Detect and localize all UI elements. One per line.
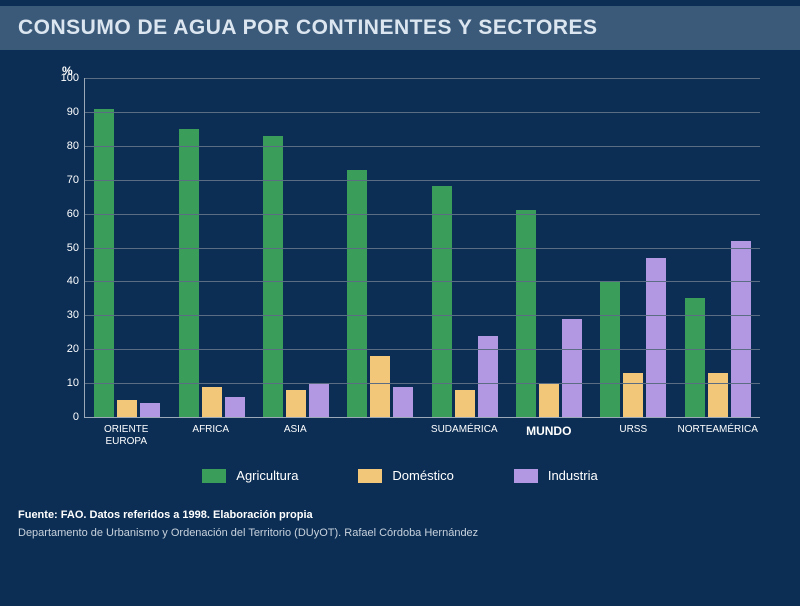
bar <box>286 390 306 417</box>
y-tick-label: 70 <box>67 174 85 186</box>
x-tick-label: AFRICA <box>169 418 254 448</box>
x-tick-label: NORTEAMÉRICA <box>676 418 761 448</box>
bar <box>225 397 245 417</box>
gridline <box>85 349 760 350</box>
bar <box>516 210 536 417</box>
legend: Agricultura Doméstico Industria <box>0 468 800 483</box>
bar <box>370 356 390 417</box>
bar <box>393 387 413 418</box>
chart-area: % 0102030405060708090100 ORIENTE EUROPAA… <box>30 68 770 448</box>
bar <box>263 136 283 417</box>
gridline <box>85 248 760 249</box>
bar <box>623 373 643 417</box>
gridline <box>85 146 760 147</box>
legend-item: Agricultura <box>202 468 298 483</box>
plot: 0102030405060708090100 <box>84 78 760 418</box>
footer-source: Fuente: FAO. Datos referidos a 1998. Ela… <box>18 507 782 525</box>
bar <box>731 241 751 417</box>
x-tick-label: ORIENTE EUROPA <box>84 418 169 448</box>
bar <box>94 109 114 417</box>
title-bar: CONSUMO DE AGUA POR CONTINENTES Y SECTOR… <box>0 6 800 50</box>
legend-label: Industria <box>548 468 598 483</box>
bar <box>539 383 559 417</box>
bar <box>202 387 222 418</box>
bar <box>562 319 582 417</box>
bar <box>708 373 728 417</box>
legend-swatch <box>202 469 226 483</box>
legend-label: Agricultura <box>236 468 298 483</box>
legend-item: Industria <box>514 468 598 483</box>
legend-item: Doméstico <box>358 468 453 483</box>
footer: Fuente: FAO. Datos referidos a 1998. Ela… <box>18 507 782 542</box>
gridline <box>85 315 760 316</box>
gridline <box>85 383 760 384</box>
y-tick-label: 90 <box>67 106 85 118</box>
y-tick-label: 50 <box>67 242 85 254</box>
footer-dept: Departamento de Urbanismo y Ordenación d… <box>18 525 782 543</box>
legend-label: Doméstico <box>392 468 453 483</box>
y-tick-label: 60 <box>67 208 85 220</box>
x-labels: ORIENTE EUROPAAFRICAASIA SUDAMÉRICAMUNDOU… <box>84 418 760 448</box>
bar <box>140 403 160 417</box>
bar <box>478 336 498 417</box>
y-tick-label: 40 <box>67 275 85 287</box>
bar <box>179 129 199 417</box>
y-tick-label: 10 <box>67 377 85 389</box>
x-tick-label: SUDAMÉRICA <box>422 418 507 448</box>
x-tick-label <box>338 418 423 448</box>
x-tick-label: ASIA <box>253 418 338 448</box>
page-title: CONSUMO DE AGUA POR CONTINENTES Y SECTOR… <box>18 16 782 40</box>
legend-swatch <box>358 469 382 483</box>
y-tick-label: 20 <box>67 343 85 355</box>
gridline <box>85 180 760 181</box>
gridline <box>85 281 760 282</box>
y-tick-label: 100 <box>61 72 85 84</box>
y-tick-label: 80 <box>67 140 85 152</box>
bar <box>455 390 475 417</box>
gridline <box>85 78 760 79</box>
bar <box>309 383 329 417</box>
bar <box>117 400 137 417</box>
bar <box>347 170 367 417</box>
gridline <box>85 112 760 113</box>
x-tick-label: URSS <box>591 418 676 448</box>
x-tick-label: MUNDO <box>507 418 592 448</box>
y-tick-label: 30 <box>67 309 85 321</box>
legend-swatch <box>514 469 538 483</box>
gridline <box>85 214 760 215</box>
